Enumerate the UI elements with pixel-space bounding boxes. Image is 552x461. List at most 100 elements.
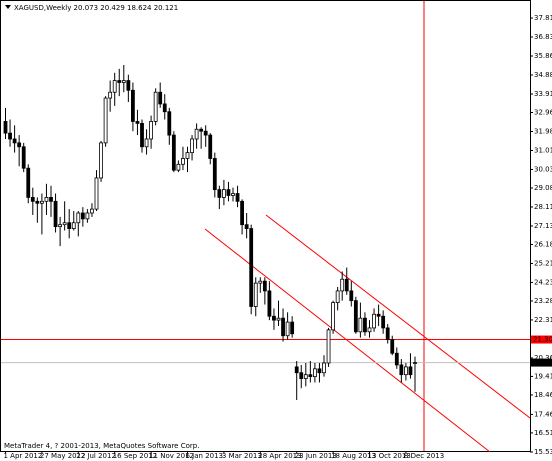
candle-body [344,278,349,292]
y-tick-label: 36.835 [534,33,552,41]
candle-body [221,189,226,198]
candle-body [317,368,322,374]
candle-body [262,280,267,292]
candle-body [53,200,58,228]
bid-price-label: 20.121 [533,359,552,367]
candle-body [67,222,72,229]
x-tick-label: 18 Aug 2013 [331,452,376,460]
y-tick-label: 24.235 [534,278,552,286]
candle-body [312,368,317,378]
candle-body [3,121,8,134]
candle-body [385,327,390,341]
y-tick-label: 34.885 [534,71,552,79]
candle-body [276,317,281,321]
y-tick-label: 22.310 [534,316,552,324]
candle-body [44,197,49,202]
candle-body [108,91,113,99]
candle-body [303,374,308,379]
candle-body [26,167,31,198]
y-tick-label: 28.110 [534,203,552,211]
y-tick-label: 18.460 [534,391,552,399]
candle-body [181,158,185,165]
candle-body [117,80,122,83]
x-tick-label: 28 Apr 2013 [258,452,301,460]
candle-body [80,212,85,220]
channel-upper[interactable] [265,214,531,419]
y-tick-label: 16.510 [534,429,552,437]
candle-body [363,317,367,333]
candle-body [94,177,99,210]
candle-body [99,142,103,179]
candle-body [272,315,276,321]
candle-body [376,313,381,317]
candle-body [381,315,386,329]
candle-body [394,352,399,366]
hline-price-box [531,335,552,344]
candle-body [135,121,140,124]
y-tick-label: 19.410 [534,372,552,380]
x-tick-label: 1 Apr 2012 [4,452,43,460]
candle-body [335,290,340,304]
candle-body [171,134,176,171]
candle-body [322,362,326,374]
x-tick-label: 27 May 2012 [40,452,86,460]
candle-body [367,327,372,333]
x-tick-label: 3 Mar 2013 [222,452,262,460]
candle-body [21,146,26,169]
candle-body [372,313,376,329]
candle-body [144,138,149,148]
chart-title: XAGUSD,Weekly 20.073 20.429 18.624 20.12… [14,4,178,12]
candle-body [249,228,254,307]
footer: MetaTrader 4, ? 2001-2013, MetaQuotes So… [4,442,199,450]
y-tick-label: 30.035 [534,165,552,173]
candle-body [76,212,81,224]
candle-body [185,152,190,159]
candle-body [158,91,163,105]
symbol-menu-icon[interactable] [5,5,11,9]
candle-body [176,163,181,171]
candle-body [267,290,272,317]
y-tick-label: 32.960 [534,108,552,116]
candle-body [130,89,135,122]
y-tick-label: 31.985 [534,127,552,135]
candle-body [349,290,354,302]
candle-body [62,222,67,226]
x-tick-label: 11 Nov 2012 [149,452,194,460]
y-tick-label: 29.085 [534,184,552,192]
candle-body [208,134,213,159]
candle-body [326,329,331,364]
candle-body [35,200,40,204]
candle-body [12,138,17,144]
candle-body [149,121,154,140]
candle-body [235,193,240,202]
candle-body [203,130,208,136]
candle-body [413,362,417,364]
candle-body [294,366,299,374]
candle-body [353,300,358,333]
x-tick-label: 8 Dec 2013 [404,452,444,460]
y-tick-label: 20.360 [534,354,552,362]
plot-frame [0,0,531,452]
candle-body [30,197,35,202]
x-tick-label: 13 Oct 2013 [368,452,411,460]
candle-body [85,212,90,220]
y-tick-label: 25.210 [534,259,552,267]
candle-body [399,364,404,376]
candle-body [281,317,285,337]
x-tick-label: 16 Sep 2012 [113,452,157,460]
candle-body [358,317,363,333]
candle-body [299,372,304,379]
candle-body [58,224,62,228]
candle-body [162,103,167,113]
y-tick-label: 15.530 [534,448,552,456]
candle-body [290,321,295,335]
candle-body [258,280,263,284]
bid-price-box [531,358,552,367]
candle-body [71,222,76,229]
candle-body [140,123,144,148]
candle-body [167,111,172,136]
candle-body [8,132,12,140]
candle-body [121,80,126,83]
x-tick-label: 22 Jul 2012 [76,452,116,460]
candle-body [90,208,94,214]
